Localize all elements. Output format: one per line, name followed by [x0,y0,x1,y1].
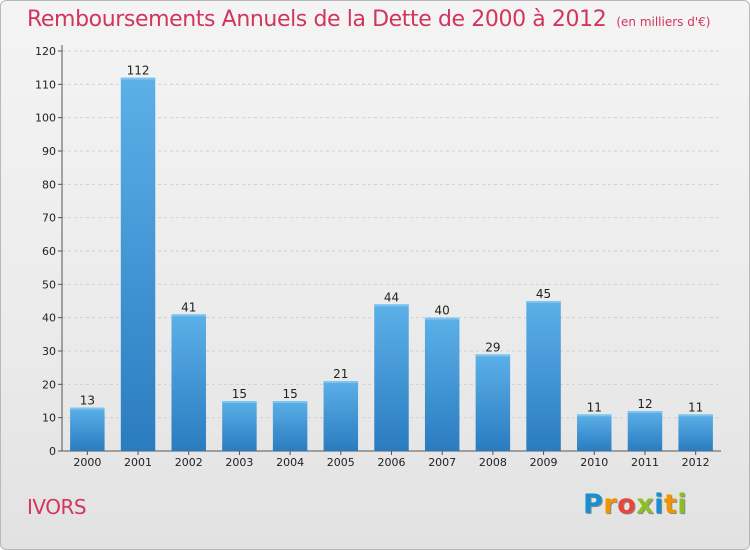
logo-letter: x [636,489,655,520]
bar-2002 [171,314,206,451]
bar-top-highlight [323,381,359,383]
x-tick-label: 2006 [378,456,406,469]
bar-top-highlight [70,407,105,410]
y-tick-label: 0 [49,445,56,458]
x-tick-label: 2008 [479,456,507,469]
y-tick-label: 10 [42,412,56,425]
bar-top-highlight [577,414,612,417]
bar-value-label: 41 [181,300,196,314]
bar-top-highlight [475,354,511,357]
bar-value-label: 15 [232,387,247,401]
bar-2006 [374,304,409,451]
bar-value-label: 11 [688,400,703,414]
bar-top-highlight [526,301,561,303]
y-tick-label: 40 [42,312,56,325]
x-tick-label: 2002 [175,456,203,469]
logo-letter: P [583,489,604,520]
bar-top-highlight [120,77,156,80]
chart-subtitle: (en milliers d'€) [616,15,711,29]
bar-2007 [424,317,460,451]
logo-letter: r [603,489,618,520]
x-tick-label: 2012 [682,456,710,469]
commune-name: IVORS [27,495,87,519]
bars [70,77,713,452]
bar-2009 [526,301,561,451]
bar-2012 [678,414,713,451]
bar-value-label: 12 [637,397,652,411]
bar-top-highlight [424,317,460,320]
bar-top-highlight [272,401,308,403]
bar-top-highlight [222,401,257,403]
chart-title: Remboursements Annuels de la Dette de 20… [27,7,710,32]
bar-value-label: 44 [384,290,399,304]
bar-value-label: 21 [333,367,348,381]
bar-value-label: 13 [80,394,95,408]
y-tick-label: 90 [42,145,56,158]
bar-2000 [70,407,105,451]
logo-letter: i [677,489,688,520]
bar-value-label: 45 [536,287,551,301]
chart-title-text: Remboursements Annuels de la Dette de 20… [27,7,607,32]
y-tick-label: 30 [42,345,56,358]
bar-2004 [272,401,308,451]
bar-top-highlight [374,304,409,307]
bar-value-label: 11 [587,400,602,414]
y-tick-label: 110 [35,78,56,91]
x-tick-label: 2009 [530,456,558,469]
x-tick-label: 2000 [73,456,101,469]
logo-letter: i [654,489,664,520]
logo-letter: t [663,489,678,520]
x-tick-label: 2003 [225,456,253,469]
bar-2001 [120,77,156,452]
y-tick-label: 100 [35,112,56,125]
y-tick-label: 120 [35,45,56,58]
bar-value-label: 15 [282,387,297,401]
x-tick-label: 2010 [580,456,608,469]
bar-2008 [475,354,511,451]
y-tick-label: 60 [42,245,56,258]
bar-value-label: 29 [485,340,500,354]
bar-top-highlight [678,414,713,417]
bar-2011 [627,411,663,451]
bar-value-label: 40 [435,304,450,318]
bar-top-highlight [171,314,206,317]
bar-value-label: 112 [127,64,150,78]
y-tick-label: 20 [42,378,56,391]
x-tick-label: 2004 [276,456,304,469]
bar-top-highlight [627,411,663,413]
x-tick-label: 2005 [327,456,355,469]
y-tick-label: 70 [42,212,56,225]
proxiti-logo[interactable]: Proxiti [583,489,687,520]
bar-2010 [577,414,612,451]
x-tick-label: 2011 [631,456,659,469]
x-tick-label: 2007 [428,456,456,469]
y-tick-label: 50 [42,278,56,291]
x-tick-label: 2001 [124,456,152,469]
logo-letter: o [617,489,637,520]
y-tick-label: 80 [42,178,56,191]
bar-2003 [222,401,257,451]
labels: 0 10 20 30 40 50 60 70 80 90 100 110 120 2000 13 2001 11… [35,45,710,469]
bar-2005 [323,381,359,451]
